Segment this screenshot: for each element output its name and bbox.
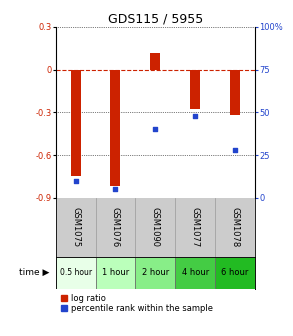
Bar [230,70,240,115]
Text: GSM1075: GSM1075 [71,207,80,247]
Text: GSM1090: GSM1090 [151,207,160,247]
Text: 0.5 hour: 0.5 hour [59,268,92,277]
Bar [96,256,135,289]
Text: 1 hour: 1 hour [102,268,129,277]
Legend: log ratio, percentile rank within the sample: log ratio, percentile rank within the sa… [60,293,214,314]
Point [113,186,118,192]
Bar [71,70,81,176]
Text: GSM1078: GSM1078 [231,207,239,247]
Bar [175,256,215,289]
Text: 6 hour: 6 hour [221,268,249,277]
Title: GDS115 / 5955: GDS115 / 5955 [108,13,203,26]
Text: time ▶: time ▶ [19,268,50,277]
Text: GSM1076: GSM1076 [111,207,120,247]
Point [233,147,237,153]
Bar [110,70,120,186]
Point [193,113,197,118]
Text: 4 hour: 4 hour [181,268,209,277]
Text: 2 hour: 2 hour [142,268,169,277]
Bar [56,256,96,289]
Bar [190,70,200,110]
Bar [150,52,160,70]
Bar [135,256,175,289]
Point [73,178,78,183]
Bar [215,256,255,289]
Text: GSM1077: GSM1077 [191,207,200,247]
Point [153,127,158,132]
